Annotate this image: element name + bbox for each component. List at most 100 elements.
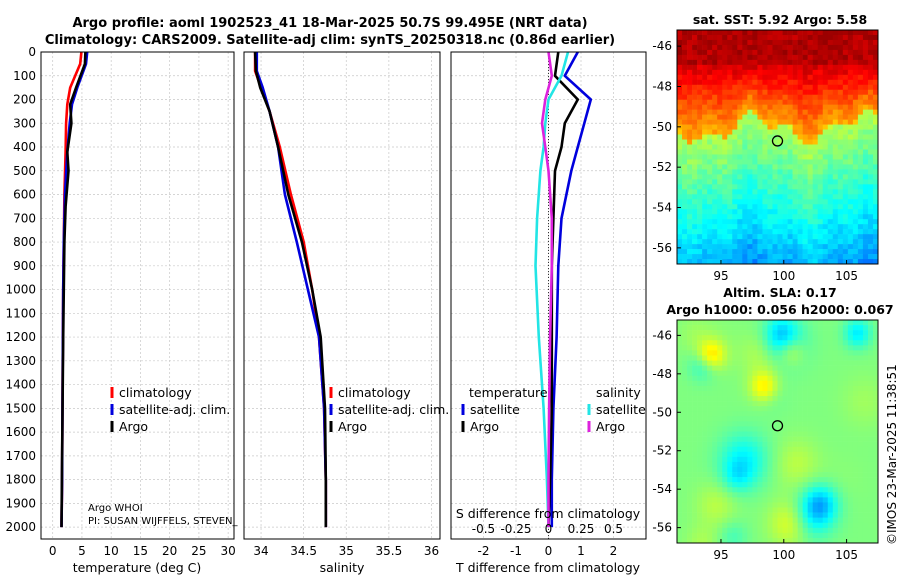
- series-line-salinity-1: [255, 52, 328, 528]
- panel-frame-temperature: [40, 51, 235, 540]
- x-tick-label-salinity-3: 35.5: [376, 544, 403, 558]
- imos-credit: ©IMOS 23-Mar-2025 11:38:51: [885, 364, 899, 545]
- sst-map-lat-label-1: -48: [652, 79, 672, 93]
- legend-label-s-argo: Argo: [596, 419, 625, 434]
- sst-map-lat-label-4: -54: [652, 201, 672, 215]
- x-tick-label-difference-4: 2: [610, 544, 618, 558]
- sla-map-argo-marker: [771, 420, 784, 432]
- x-tick-label-temperature-2: 10: [104, 544, 119, 558]
- figure-title-line2: Climatology: CARS2009. Satellite-adj cli…: [44, 33, 616, 48]
- legend-label-climatology: climatology: [119, 385, 192, 400]
- x-tick-label-salinity-2: 35: [339, 544, 354, 558]
- s-diff-tick-label-2: 0: [545, 522, 553, 536]
- sst-map-title: sat. SST: 5.92 Argo: 5.58: [692, 12, 868, 27]
- temperature-axis-label: temperature (deg C): [73, 560, 202, 575]
- x-tick-label-difference-3: 1: [577, 544, 585, 558]
- sst-map-lat-label-2: -50: [652, 120, 672, 134]
- sla-map-lon-label-2: 105: [835, 548, 858, 562]
- sst-map-frame: [676, 29, 879, 265]
- t-difference-axis-label: T difference from climatology: [455, 560, 641, 575]
- legend-label-t-argo: Argo: [470, 419, 499, 434]
- sla-map-heatmap: [677, 320, 878, 543]
- depth-tick-label-6: 600: [13, 188, 36, 202]
- profile-legend-salinity: climatology satellite-adj. clim. Argo: [329, 385, 449, 434]
- series-line-difference-3: [540, 52, 554, 528]
- legend-label-satellite-s: satellite-adj. clim.: [338, 402, 449, 417]
- depth-tick-label-14: 1400: [5, 378, 36, 392]
- sla-map-lon-label-1: 100: [772, 548, 795, 562]
- sla-map-frame: [676, 319, 879, 544]
- sst-map-lat-label-3: -52: [652, 160, 672, 174]
- legend-label-satellite: satellite-adj. clim.: [119, 402, 230, 417]
- depth-tick-label-9: 900: [13, 259, 36, 273]
- legend-header-salinity: salinity: [596, 385, 641, 400]
- figure-title-line1: Argo profile: aoml 1902523_41 18-Mar-202…: [72, 16, 588, 31]
- x-tick-label-temperature-1: 5: [78, 544, 86, 558]
- sla-map-lat-label-3: -52: [652, 444, 672, 458]
- sla-map-title: Altim. SLA: 0.17: [723, 285, 837, 300]
- depth-tick-label-19: 1900: [5, 496, 36, 510]
- sla-map-lat-label-1: -48: [652, 367, 672, 381]
- s-diff-tick-label-4: 0.5: [604, 522, 623, 536]
- series-line-salinity-2: [253, 52, 328, 528]
- sla-map-lat-label-4: -54: [652, 482, 672, 496]
- difference-legend-salinity: salinity satellite Argo: [587, 385, 646, 434]
- info-line1: Argo WHOI: [88, 503, 143, 514]
- s-difference-axis-label: S difference from climatology: [456, 506, 641, 521]
- panel-frame-difference: [450, 51, 647, 540]
- x-tick-label-salinity-1: 34.5: [290, 544, 317, 558]
- sst-map-lon-label-0: 95: [713, 269, 728, 283]
- series-line-difference-2: [534, 52, 570, 528]
- depth-tick-label-15: 1500: [5, 401, 36, 415]
- x-tick-label-difference-0: -2: [478, 544, 490, 558]
- panel-frame-salinity: [243, 51, 441, 540]
- x-tick-label-difference-1: -1: [510, 544, 522, 558]
- depth-tick-label-0: 0: [28, 45, 36, 59]
- legend-label-argo: Argo: [119, 419, 148, 434]
- depth-tick-label-7: 700: [13, 211, 36, 225]
- sla-map-lon-label-0: 95: [713, 548, 728, 562]
- x-tick-label-difference-2: 0: [545, 544, 553, 558]
- sst-map-lat-label-5: -56: [652, 241, 672, 255]
- sst-map-lon-label-2: 105: [835, 269, 858, 283]
- sla-map-subtitle: Argo h1000: 0.056 h2000: 0.067: [666, 302, 894, 317]
- depth-tick-label-8: 800: [13, 235, 36, 249]
- x-tick-label-temperature-6: 30: [221, 544, 236, 558]
- s-diff-tick-label-1: -0.25: [500, 522, 531, 536]
- sla-map-lat-label-0: -46: [652, 328, 672, 342]
- x-tick-label-salinity-0: 34: [253, 544, 268, 558]
- salinity-axis-label: salinity: [320, 560, 365, 575]
- series-line-difference-1: [547, 52, 580, 528]
- s-diff-tick-label-0: -0.5: [472, 522, 495, 536]
- s-diff-tick-label-3: 0.25: [568, 522, 595, 536]
- depth-tick-label-16: 1600: [5, 425, 36, 439]
- x-tick-label-temperature-3: 15: [133, 544, 148, 558]
- legend-label-t-satellite: satellite: [470, 402, 520, 417]
- profile-legend-temperature: climatology satellite-adj. clim. Argo: [110, 385, 230, 434]
- depth-tick-label-17: 1700: [5, 449, 36, 463]
- series-line-difference-0: [550, 52, 593, 528]
- legend-label-s-satellite: satellite: [596, 402, 646, 417]
- depth-tick-label-5: 500: [13, 164, 36, 178]
- series-line-temperature-2: [60, 52, 87, 528]
- sla-map-lat-label-5: -56: [652, 521, 672, 535]
- info-line2: PI: SUSAN WIJFFELS, STEVEN_: [88, 516, 239, 527]
- depth-tick-label-12: 1200: [5, 330, 36, 344]
- depth-tick-label-4: 400: [13, 140, 36, 154]
- legend-label-climatology-s: climatology: [338, 385, 411, 400]
- sst-map-lon-label-1: 100: [772, 269, 795, 283]
- depth-tick-label-3: 300: [13, 116, 36, 130]
- x-tick-label-salinity-4: 36: [424, 544, 439, 558]
- sst-map-argo-marker: [771, 135, 784, 147]
- sst-map-lat-label-0: -46: [652, 39, 672, 53]
- depth-tick-label-18: 1800: [5, 473, 36, 487]
- sla-map-lat-label-2: -50: [652, 405, 672, 419]
- depth-tick-label-11: 1100: [5, 306, 36, 320]
- x-tick-label-temperature-4: 20: [162, 544, 177, 558]
- depth-tick-label-1: 100: [13, 69, 36, 83]
- depth-tick-label-2: 200: [13, 93, 36, 107]
- depth-tick-label-20: 2000: [5, 520, 36, 534]
- difference-legend-temperature: temperature satellite Argo: [461, 385, 548, 434]
- depth-tick-label-13: 1300: [5, 354, 36, 368]
